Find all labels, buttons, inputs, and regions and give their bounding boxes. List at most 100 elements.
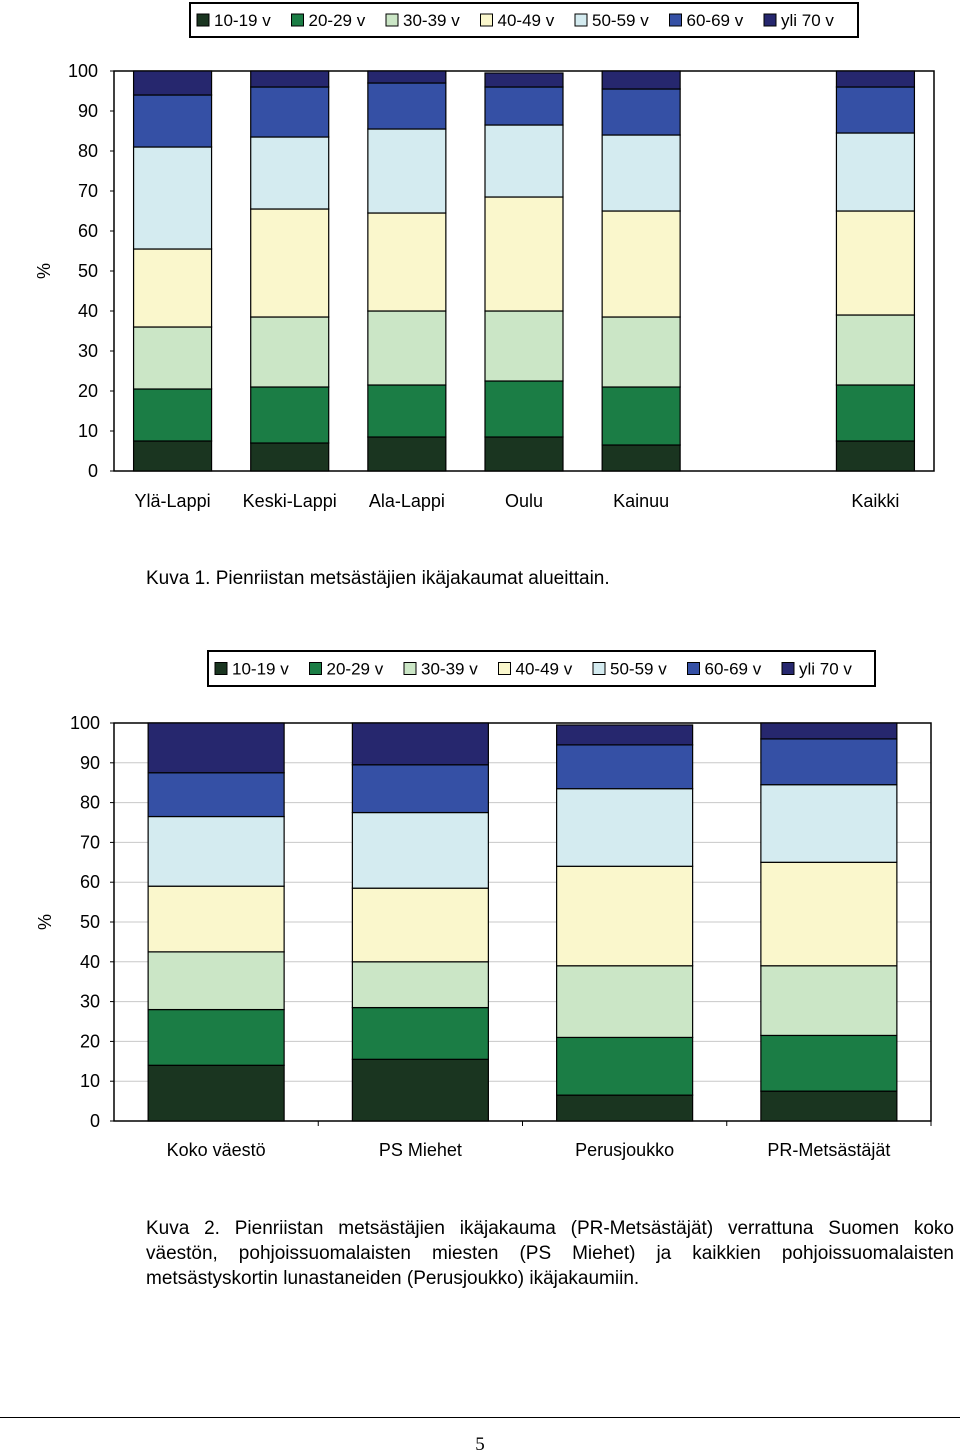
bar-koko-v-est-40-49-v [147,885,285,953]
legend-label-10-19-v: 10-19 v [232,660,289,679]
y-tick-label-0: 0 [88,461,98,481]
y-axis-label: % [34,263,54,279]
bar-oulu-30-39-v [484,310,564,382]
bar-perusjoukko-50-59-v [556,788,694,867]
legend-swatch-50-59-v [592,662,606,675]
y-tick-label-40: 40 [80,952,100,972]
legend-swatch-60-69-v [687,662,700,675]
bar-koko-v-est-50-59-v [147,815,285,887]
bar-ps-miehet-30-39-v [351,961,489,1009]
y-tick-label-60: 60 [78,221,98,241]
bar-kaikki-30-39-v [835,314,916,386]
legend-swatch-10-19-v [214,662,228,675]
y-tick-label-10: 10 [78,421,98,441]
x-category-label-keski-lappi: Keski-Lappi [243,491,337,511]
bar-keski-lappi-10-19-v [250,442,330,472]
y-axis-label: % [35,914,55,930]
y-tick-label-20: 20 [80,1031,100,1051]
legend-label-30-39-v: 30-39 v [421,660,478,679]
figure-1-caption: Kuva 1. Pienriistan metsästäjien ikäjaka… [146,568,610,589]
bar-oulu-50-59-v [484,124,564,198]
y-tick-label-0: 0 [90,1111,100,1131]
bar-kainuu-50-59-v [601,134,681,212]
x-category-label-ala-lappi: Ala-Lappi [369,491,445,511]
legend-swatch-yli-70-v [781,662,795,675]
y-tick-label-80: 80 [80,793,100,813]
bar-oulu-60-69-v [484,86,564,126]
y-tick-label-100: 100 [70,713,100,733]
bar-yl-lappi-40-49-v [132,248,213,328]
bar-ala-lappi-20-29-v [367,384,447,438]
bar-keski-lappi-50-59-v [250,136,330,210]
bar-kainuu-10-19-v [601,444,681,472]
bar-perusjoukko-20-29-v [556,1036,694,1096]
bar-oulu-yli-70-v [484,72,564,88]
bar-perusjoukko-60-69-v [556,744,694,790]
bar-kaikki-10-19-v [835,440,916,472]
y-tick-label-60: 60 [80,872,100,892]
bar-pr-mets-st-j-t-50-59-v [760,784,898,863]
y-tick-label-40: 40 [78,301,98,321]
bar-perusjoukko-40-49-v [556,865,694,967]
bar-pr-mets-st-j-t-20-29-v [760,1034,898,1092]
x-category-label-kainuu: Kainuu [613,491,669,511]
legend-label-50-59-v: 50-59 v [592,11,649,30]
x-category-label-yl-lappi: Ylä-Lappi [135,491,211,511]
bar-koko-v-est-20-29-v [147,1008,285,1066]
bar-kainuu-30-39-v [601,316,681,388]
y-tick-label-30: 30 [80,992,100,1012]
bar-ps-miehet-60-69-v [351,764,489,814]
bar-ps-miehet-40-49-v [351,887,489,963]
bar-koko-v-est-30-39-v [147,951,285,1011]
bar-ala-lappi-60-69-v [367,82,447,130]
bar-pr-mets-st-j-t-10-19-v [760,1090,898,1122]
legend-label-30-39-v: 30-39 v [403,11,460,30]
bar-perusjoukko-10-19-v [556,1094,694,1122]
legend-label-20-29-v: 20-29 v [327,660,384,679]
figure-2-caption: Kuva 2. Pienriistan metsästäjien ikäjaka… [146,1218,954,1289]
x-category-label-koko-v-est: Koko väestö [167,1140,266,1160]
bar-pr-mets-st-j-t-40-49-v [760,861,898,967]
bar-perusjoukko-yli-70-v [556,724,694,746]
x-category-label-pr-mets-st-j-t: PR-Metsästäjät [767,1140,890,1160]
legend-label-60-69-v: 60-69 v [687,11,744,30]
bar-yl-lappi-10-19-v [132,440,213,472]
bar-kaikki-50-59-v [835,132,916,212]
legend-label-40-49-v: 40-49 v [498,11,555,30]
legend-swatch-40-49-v [498,662,511,675]
chart-age-distribution-comparison: 10-19 v 20-29 v 30-39 v 40-49 v 50-59 v 60-69… [35,650,932,1160]
legend-label-40-49-v: 40-49 v [516,660,573,679]
legend-label-60-69-v: 60-69 v [705,660,762,679]
bar-ps-miehet-yli-70-v [351,722,489,766]
bar-yl-lappi-30-39-v [132,326,213,390]
y-tick-label-100: 100 [68,61,98,81]
bar-keski-lappi-yli-70-v [250,70,330,88]
bar-pr-mets-st-j-t-30-39-v [760,965,898,1037]
y-tick-label-70: 70 [80,832,100,852]
bar-ala-lappi-40-49-v [367,212,447,312]
bar-kainuu-60-69-v [601,88,681,136]
y-tick-label-30: 30 [78,341,98,361]
bar-koko-v-est-60-69-v [147,772,285,818]
legend-swatch-30-39-v [385,13,399,27]
legend-swatch-40-49-v [480,13,493,27]
bar-yl-lappi-50-59-v [132,146,213,250]
bar-ala-lappi-10-19-v [367,436,447,472]
legend-swatch-yli-70-v [763,13,777,27]
bar-kaikki-20-29-v [835,384,916,442]
legend-swatch-30-39-v [403,662,417,675]
y-tick-label-10: 10 [80,1071,100,1091]
bar-ala-lappi-30-39-v [367,310,447,386]
legend-label-50-59-v: 50-59 v [610,660,667,679]
bar-ps-miehet-50-59-v [351,811,489,889]
legend-label-20-29-v: 20-29 v [309,11,366,30]
bar-oulu-20-29-v [484,380,564,438]
bar-kainuu-40-49-v [601,210,681,318]
bar-ps-miehet-10-19-v [351,1058,489,1122]
legend-swatch-60-69-v [669,13,682,27]
bar-perusjoukko-30-39-v [556,965,694,1039]
bar-pr-mets-st-j-t-yli-70-v [760,722,898,740]
footer-rule [0,1417,960,1418]
chart-age-distribution-by-region: 10-19 v 20-29 v 30-39 v 40-49 v 50-59 v 60-69… [34,2,935,511]
legend-swatch-20-29-v [291,13,304,27]
